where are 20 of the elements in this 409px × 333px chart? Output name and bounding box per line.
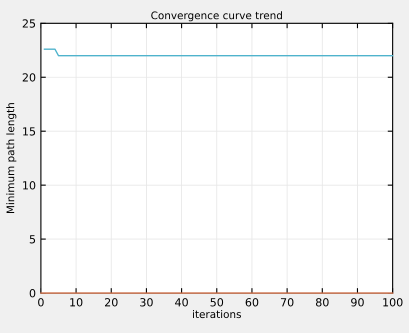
x-tick-label: 30 bbox=[140, 298, 153, 306]
x-tick-label: 100 bbox=[383, 298, 403, 306]
x-tick-label: 80 bbox=[316, 298, 329, 306]
y-tick-label: 5 bbox=[30, 235, 36, 244]
x-tick-label: 70 bbox=[280, 298, 294, 306]
y-tick-label: 15 bbox=[23, 127, 36, 136]
y-axis-title: Minimum path length bbox=[6, 103, 16, 214]
x-tick-label: 50 bbox=[210, 298, 224, 306]
x-tick-label: 60 bbox=[246, 298, 258, 306]
y-tick-label: 20 bbox=[22, 73, 36, 82]
y-tick-label: 10 bbox=[23, 181, 36, 190]
y-tick-label: 25 bbox=[22, 19, 36, 28]
chart-title: Convergence curve trend bbox=[151, 11, 282, 22]
x-tick-label: 20 bbox=[104, 298, 118, 306]
x-tick-label: 0 bbox=[38, 298, 44, 306]
x-tick-label: 90 bbox=[351, 298, 364, 306]
x-tick-label: 10 bbox=[70, 298, 82, 306]
y-tick-label: 0 bbox=[30, 289, 36, 298]
x-axis-title: iterations bbox=[193, 310, 241, 318]
x-tick-label: 40 bbox=[175, 298, 188, 306]
